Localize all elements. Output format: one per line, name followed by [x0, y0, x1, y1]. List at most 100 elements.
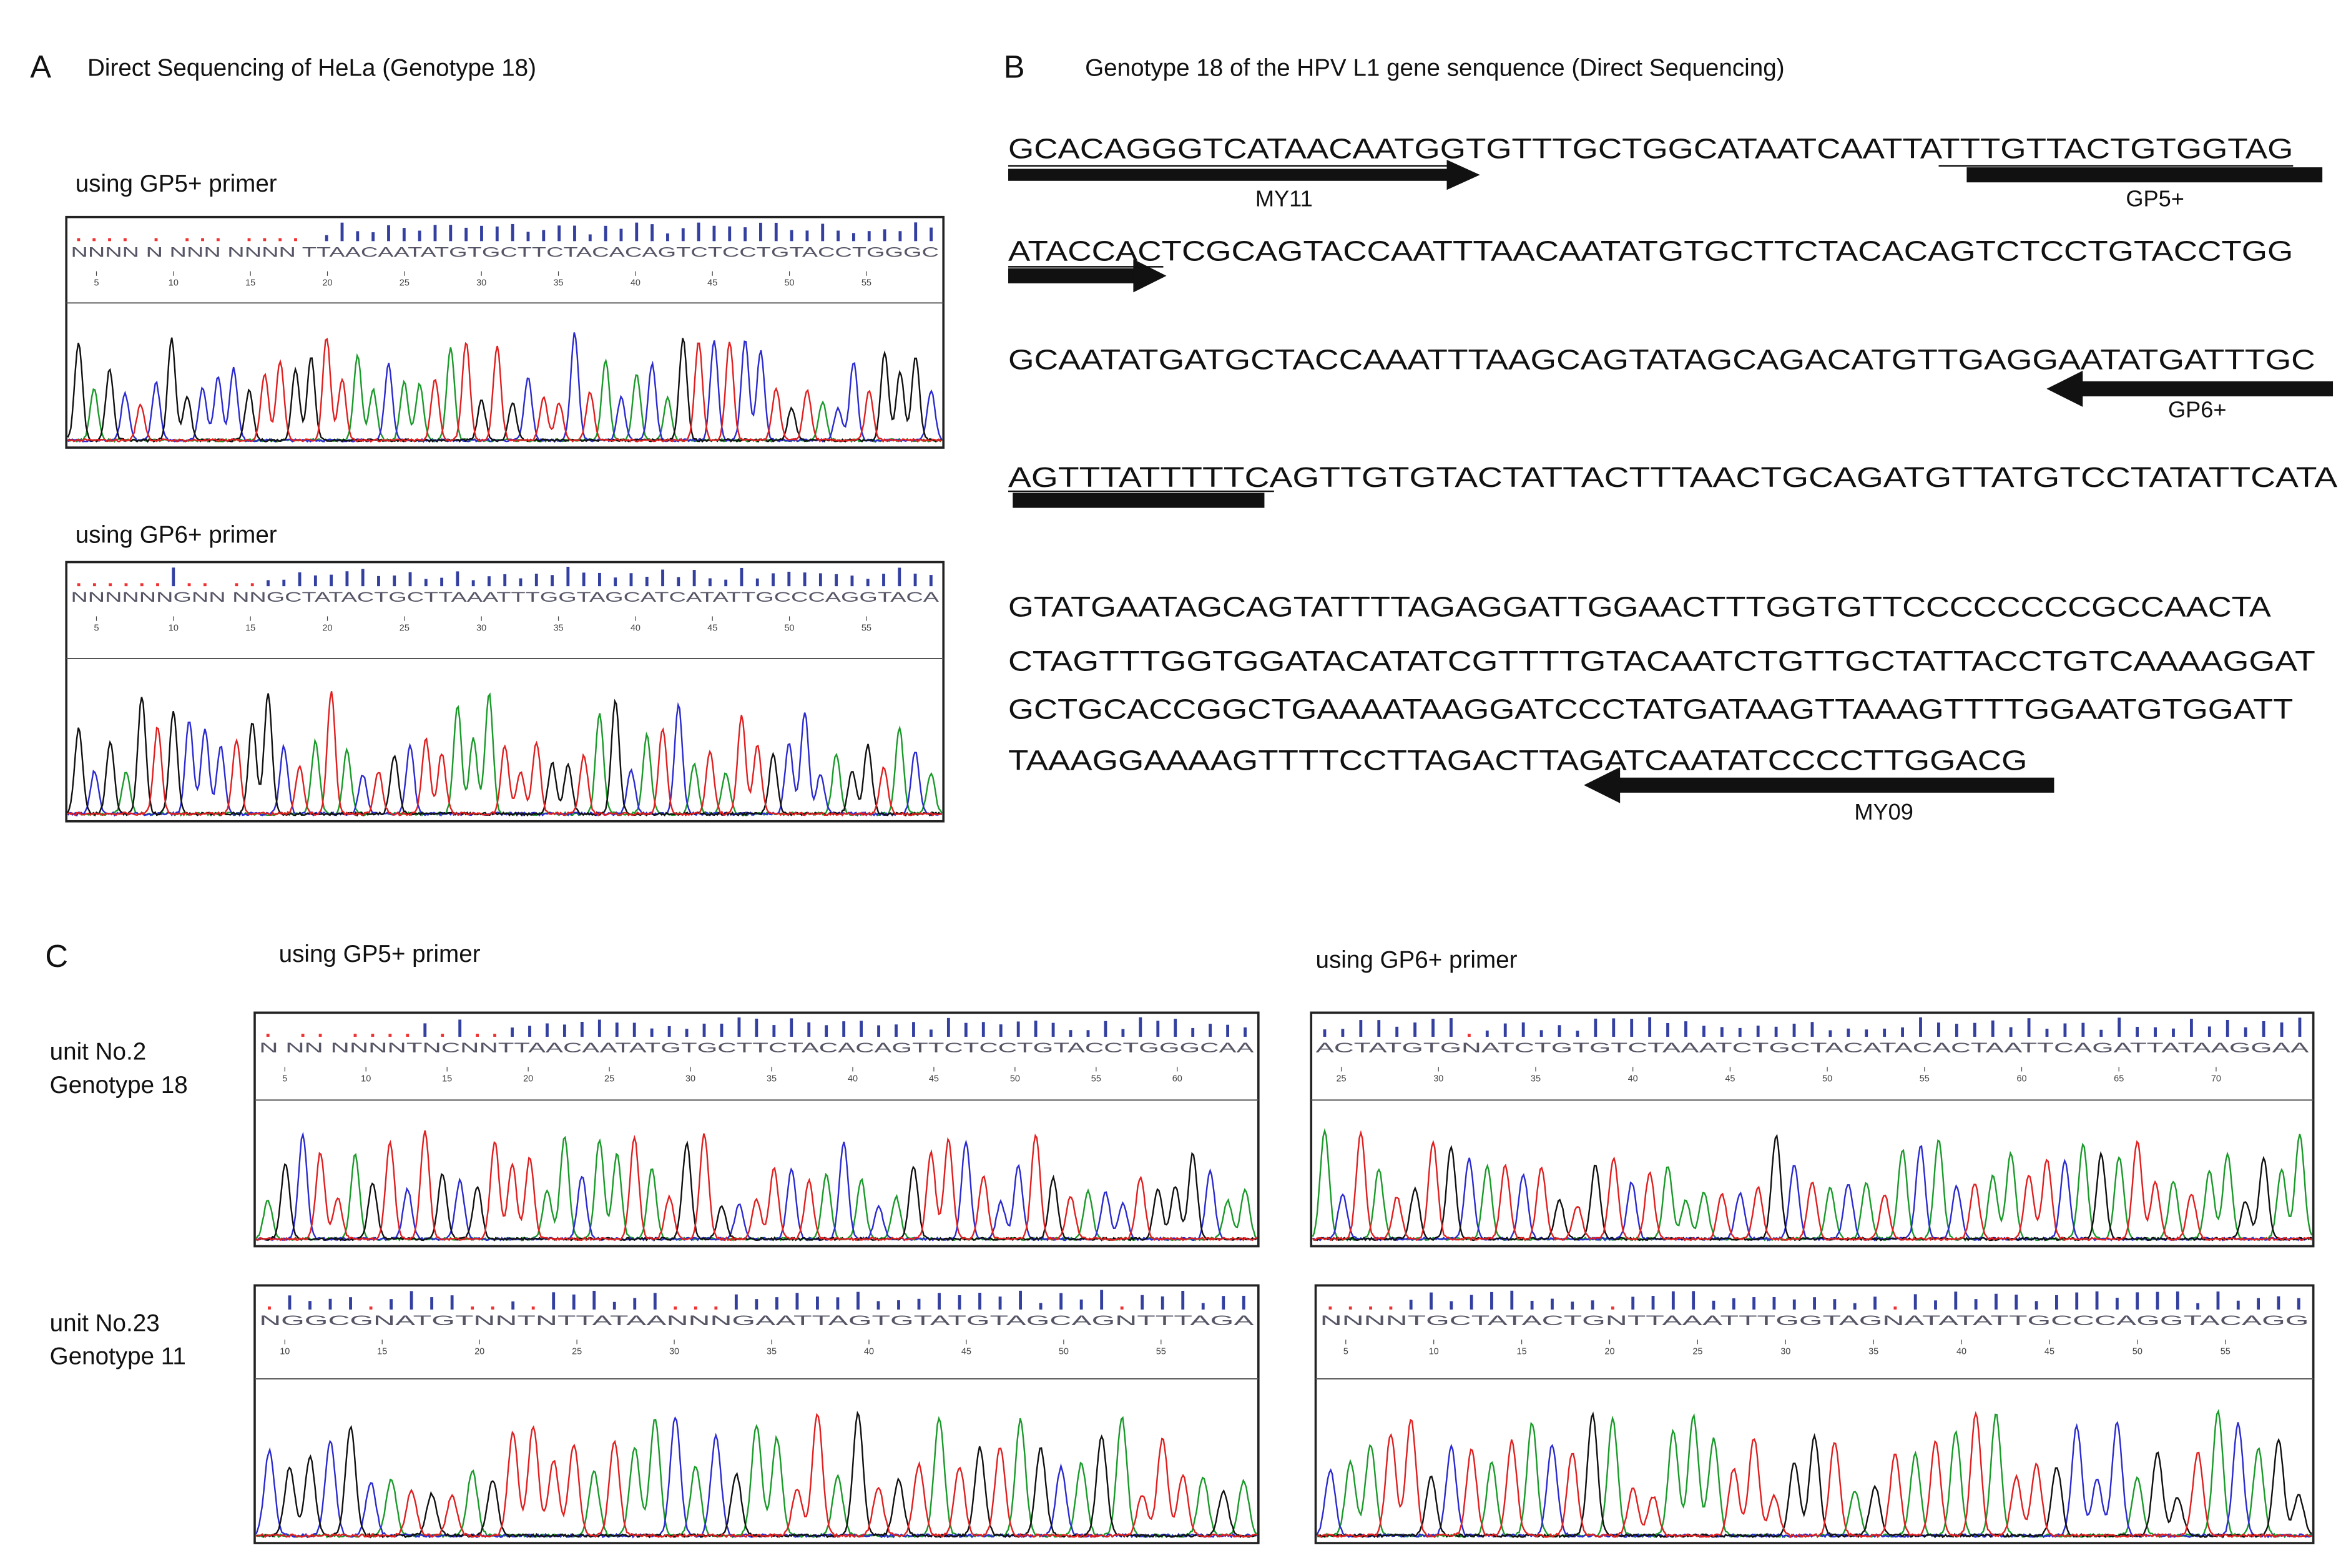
base-calls: ACTATGTGNATCTGTGTCTAAATCTGCTACATACACTAAT… [1316, 1040, 2310, 1056]
quality-bar [2027, 1018, 2031, 1037]
quality-bar [1450, 1301, 1453, 1310]
quality-bar [685, 1029, 689, 1037]
quality-bar [635, 222, 639, 242]
quality-bar [835, 574, 838, 587]
position-tick: 40 [864, 1346, 874, 1356]
position-tick: 5 [94, 624, 99, 634]
position-tick: 55 [1920, 1074, 1930, 1084]
position-tick: 30 [1780, 1346, 1790, 1356]
quality-bar [1201, 1303, 1205, 1310]
quality-bar [818, 573, 822, 587]
quality-bar [1181, 1291, 1185, 1310]
position-tick: 55 [2221, 1346, 2231, 1356]
quality-bar [774, 222, 778, 242]
position-tick: 5 [282, 1074, 287, 1084]
base-calls: NNNNNNGNN NNGCTATACTGCTTAAATTTGGTAGCATCA… [71, 589, 939, 605]
quality-bar [488, 576, 491, 587]
quality-bar [2298, 1017, 2302, 1037]
sequence-line: TAAAGGAAAAGTTTTCCTTAGACTTAGATCAATATCCCCT… [1008, 744, 2027, 777]
primer-bar [1013, 492, 1265, 508]
quality-bar [424, 579, 428, 587]
quality-bar [867, 231, 871, 242]
arrow-head [1446, 159, 1480, 190]
position-tick: 25 [1337, 1074, 1347, 1084]
quality-bar [1648, 1017, 1652, 1037]
position-tick: 50 [2133, 1346, 2142, 1356]
quality-bar [1369, 1306, 1372, 1310]
quality-bar [1389, 1306, 1393, 1310]
quality-bar [772, 1025, 776, 1037]
quality-bar [247, 238, 251, 242]
quality-bar [912, 1022, 915, 1037]
quality-bar [755, 1299, 758, 1310]
arrow [2079, 381, 2334, 396]
quality-bar [185, 238, 189, 242]
quality-bar [1139, 1017, 1142, 1037]
quality-bar [511, 223, 514, 242]
quality-bar [393, 575, 396, 587]
quality-bar [2115, 1298, 2119, 1310]
chromatogram-frame [1314, 1284, 2315, 1544]
quality-bar [92, 583, 96, 587]
quality-bar [267, 580, 270, 587]
position-tick: 50 [1010, 1074, 1020, 1084]
quality-bar [929, 1029, 933, 1037]
position-tick: 20 [322, 624, 332, 634]
quality-bar [588, 234, 592, 242]
quality-bar [1039, 1303, 1043, 1310]
position-tick: 50 [785, 624, 795, 634]
quality-bar [1141, 1295, 1144, 1310]
quality-bar [692, 570, 696, 587]
quality-bar [353, 1034, 357, 1037]
quality-bar [109, 583, 112, 587]
quality-bar [615, 1022, 619, 1037]
quality-bar [235, 583, 238, 587]
quality-bar [325, 235, 328, 242]
quality-bar [1666, 1022, 1669, 1037]
base-calls: NNNNTGCTATACTGNTTAAATTTGGTAGNATATATTGCCC… [1320, 1313, 2309, 1328]
quality-bar [1470, 1295, 1473, 1310]
position-tick: 45 [961, 1346, 971, 1356]
position-tick: 45 [707, 278, 717, 288]
quality-bar [816, 1296, 819, 1310]
quality-bar [390, 1299, 393, 1310]
quality-bar [946, 1017, 950, 1037]
panel-label: C [45, 938, 68, 974]
quality-bar [388, 1034, 392, 1037]
row-unit: unit No.2 [50, 1039, 147, 1066]
sequence-line: GCTGCACCGGCTGAAAATAAGGATCCCTATGATAAGTTAA… [1008, 693, 2293, 725]
quality-bar [803, 572, 807, 587]
primer-arrows [1008, 159, 2334, 803]
quality-bar [877, 1025, 880, 1037]
quality-bar [464, 227, 468, 242]
quality-bar [666, 233, 669, 242]
quality-bar [345, 571, 349, 587]
quality-bar [1954, 1291, 1958, 1310]
quality-bar [572, 1294, 576, 1310]
position-tick: 15 [1517, 1346, 1527, 1356]
quality-bar [805, 230, 809, 242]
quality-bar [837, 230, 840, 242]
trace [256, 1411, 1257, 1539]
quality-bar [402, 228, 406, 242]
chromatogram-frame [65, 561, 945, 823]
quality-bar [511, 1301, 515, 1310]
quality-bar [1893, 1306, 1897, 1310]
quality-bar [2136, 1026, 2139, 1037]
quality-bar [1671, 1291, 1675, 1310]
position-tick: 60 [1172, 1074, 1182, 1084]
quality-bar [531, 1306, 535, 1310]
position-tick: 45 [1725, 1074, 1735, 1084]
quality-bar [592, 1290, 596, 1310]
quality-bar [423, 1023, 427, 1037]
quality-bar [650, 224, 654, 242]
quality-bar [1242, 1295, 1245, 1310]
quality-bar [1974, 1299, 1978, 1310]
quality-bar [1853, 1303, 1857, 1310]
quality-bar [1732, 1298, 1735, 1310]
position-tick: 25 [1692, 1346, 1702, 1356]
quality-bar [406, 1034, 410, 1037]
arrow-head [1584, 767, 1621, 803]
trace [67, 691, 943, 817]
